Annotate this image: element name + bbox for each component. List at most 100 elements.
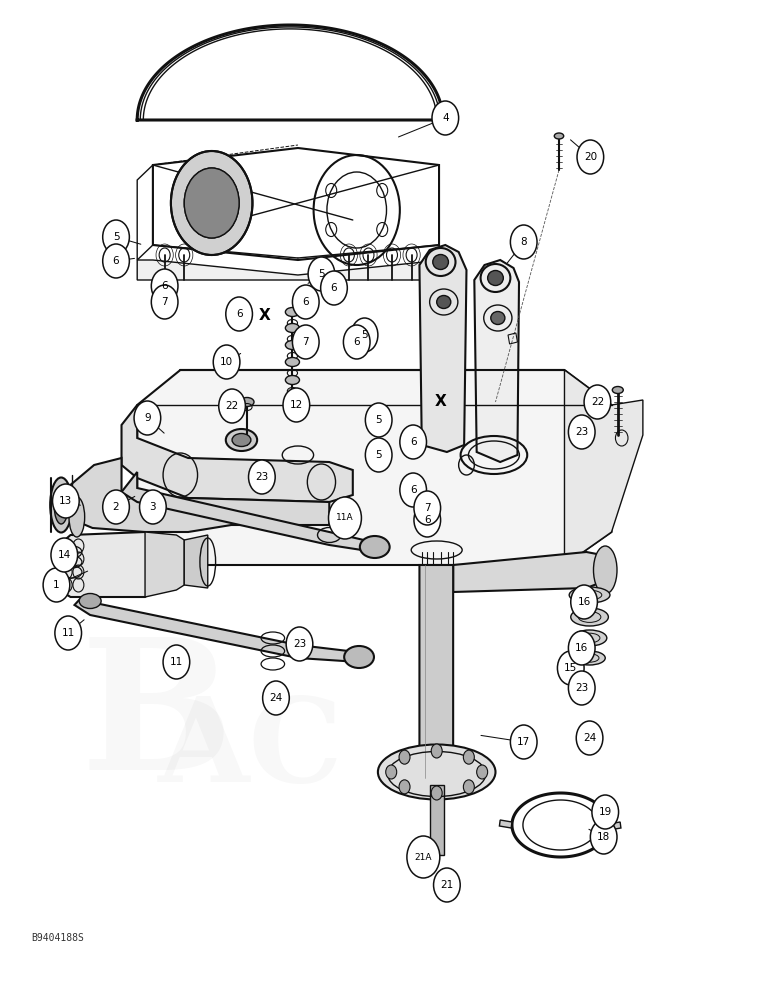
Text: 24: 24 <box>270 693 282 703</box>
Ellipse shape <box>226 429 257 451</box>
Text: 23: 23 <box>293 639 306 649</box>
Text: B9404188S: B9404188S <box>31 933 84 943</box>
Text: 24: 24 <box>583 733 596 743</box>
Circle shape <box>292 325 319 359</box>
Text: 23: 23 <box>575 427 588 437</box>
Text: 6: 6 <box>410 485 416 495</box>
Circle shape <box>134 401 161 435</box>
Text: 13: 13 <box>60 496 72 506</box>
Circle shape <box>103 244 129 278</box>
Polygon shape <box>608 822 621 830</box>
Ellipse shape <box>572 630 607 646</box>
Text: 10: 10 <box>220 357 233 367</box>
Text: 23: 23 <box>575 683 588 693</box>
Polygon shape <box>145 532 184 597</box>
Circle shape <box>151 269 178 303</box>
Ellipse shape <box>378 744 495 800</box>
Polygon shape <box>419 245 466 452</box>
Polygon shape <box>59 532 157 597</box>
Ellipse shape <box>360 536 390 558</box>
Circle shape <box>171 151 252 255</box>
Text: 5: 5 <box>318 269 325 279</box>
Circle shape <box>386 765 397 779</box>
Text: 6: 6 <box>424 515 430 525</box>
Text: B: B <box>81 632 233 808</box>
Text: 6: 6 <box>113 256 119 266</box>
Text: 20: 20 <box>584 152 597 162</box>
Text: X: X <box>435 394 446 410</box>
Ellipse shape <box>574 651 605 665</box>
Text: 19: 19 <box>599 807 612 817</box>
Polygon shape <box>137 260 443 280</box>
Text: 4: 4 <box>442 113 448 123</box>
Ellipse shape <box>232 434 251 446</box>
Ellipse shape <box>491 312 505 324</box>
Text: 18: 18 <box>597 832 610 842</box>
Ellipse shape <box>285 358 299 366</box>
Polygon shape <box>55 458 329 532</box>
Circle shape <box>151 285 178 319</box>
Circle shape <box>576 721 603 755</box>
Ellipse shape <box>50 478 72 532</box>
Circle shape <box>590 820 617 854</box>
Text: 6: 6 <box>354 337 360 347</box>
Text: 5: 5 <box>113 232 119 242</box>
Circle shape <box>463 780 474 794</box>
Text: 22: 22 <box>591 397 604 407</box>
Ellipse shape <box>69 497 85 537</box>
Ellipse shape <box>285 340 299 350</box>
Polygon shape <box>122 472 375 552</box>
Ellipse shape <box>54 486 68 524</box>
Circle shape <box>407 836 440 878</box>
Text: 6: 6 <box>162 281 168 291</box>
Circle shape <box>321 271 347 305</box>
Circle shape <box>308 257 335 291</box>
Polygon shape <box>122 405 353 502</box>
Text: 14: 14 <box>58 550 71 560</box>
Circle shape <box>286 627 313 661</box>
Circle shape <box>226 297 252 331</box>
Text: 5: 5 <box>376 450 382 460</box>
Circle shape <box>510 225 537 259</box>
Polygon shape <box>184 535 208 588</box>
Circle shape <box>103 490 129 524</box>
Circle shape <box>55 616 82 650</box>
Text: 5: 5 <box>361 330 368 340</box>
Ellipse shape <box>593 546 617 594</box>
Circle shape <box>432 101 459 135</box>
Circle shape <box>431 786 442 800</box>
Polygon shape <box>419 565 453 785</box>
Circle shape <box>431 744 442 758</box>
Circle shape <box>477 765 488 779</box>
Text: 21A: 21A <box>415 852 432 861</box>
Text: 2: 2 <box>113 502 119 512</box>
Circle shape <box>568 671 595 705</box>
Circle shape <box>184 168 239 238</box>
Ellipse shape <box>571 608 608 626</box>
Circle shape <box>140 490 166 524</box>
Polygon shape <box>430 785 444 855</box>
Polygon shape <box>564 370 643 565</box>
Text: 7: 7 <box>424 503 430 513</box>
Text: 6: 6 <box>303 297 309 307</box>
Circle shape <box>510 725 537 759</box>
Text: 6: 6 <box>331 283 337 293</box>
Text: 12: 12 <box>290 400 303 410</box>
Circle shape <box>571 585 597 619</box>
Text: 16: 16 <box>578 597 590 607</box>
Text: 8: 8 <box>521 237 527 247</box>
Circle shape <box>283 388 310 422</box>
Text: 21: 21 <box>441 880 453 890</box>
Ellipse shape <box>344 646 374 668</box>
Text: 6: 6 <box>410 437 416 447</box>
Circle shape <box>414 491 441 525</box>
Text: AC: AC <box>158 692 343 808</box>
Text: 22: 22 <box>226 401 238 411</box>
Text: 11: 11 <box>170 657 183 667</box>
Circle shape <box>53 484 79 518</box>
Circle shape <box>219 389 245 423</box>
Text: X: X <box>260 308 270 324</box>
Polygon shape <box>474 260 519 462</box>
Circle shape <box>365 438 392 472</box>
Text: 16: 16 <box>575 643 588 653</box>
